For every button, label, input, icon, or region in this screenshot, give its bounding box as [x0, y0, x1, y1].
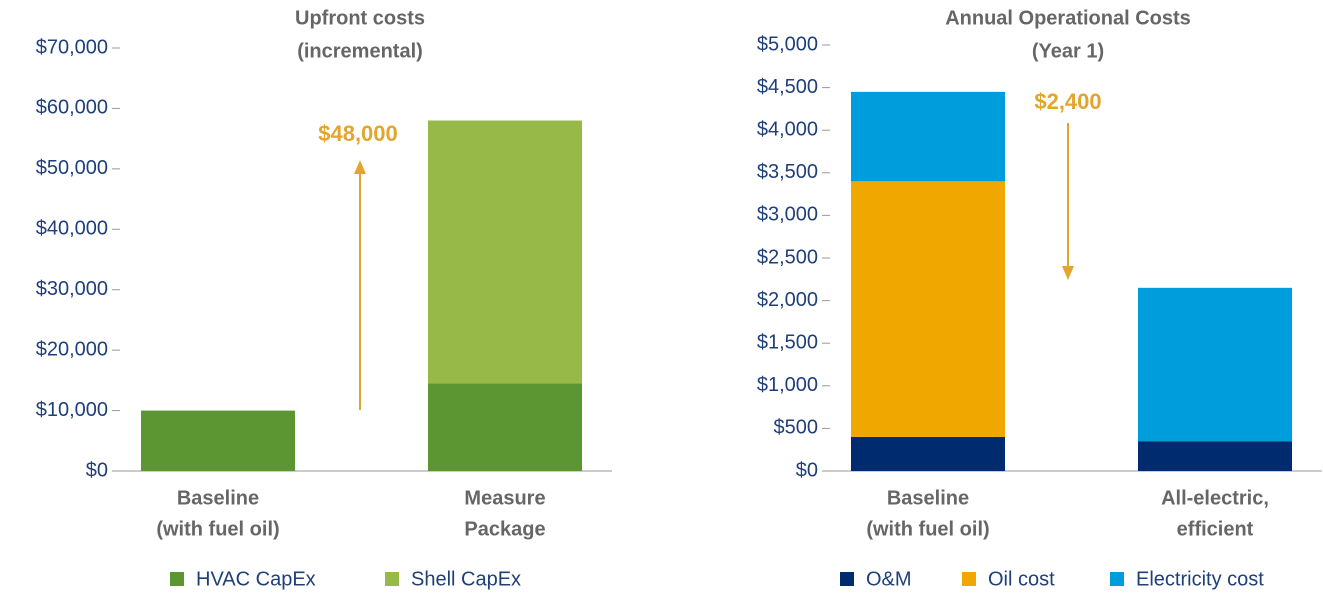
x-tick-label: efficient — [1177, 518, 1254, 540]
annotation: $2,400 — [1034, 89, 1101, 114]
y-tick-label: $60,000 — [36, 97, 108, 119]
y-tick-label: $5,000 — [757, 33, 818, 55]
y-tick-label: $1,500 — [757, 331, 818, 353]
y-tick-label: $4,000 — [757, 118, 818, 140]
chart-title: (Year 1) — [1032, 40, 1104, 62]
bar-segment — [1138, 441, 1292, 471]
annotation: $48,000 — [318, 121, 398, 146]
legend-swatch — [962, 572, 976, 586]
y-tick-label: $3,500 — [757, 161, 818, 183]
x-tick-label: Measure — [464, 487, 545, 509]
x-tick-label: Baseline — [177, 487, 259, 509]
chart-title: (incremental) — [297, 40, 423, 62]
bar-segment — [428, 383, 582, 471]
legend-swatch — [840, 572, 854, 586]
legend-swatch — [385, 572, 399, 586]
legend-label: O&M — [866, 568, 912, 590]
chart-title: Annual Operational Costs — [945, 7, 1191, 29]
x-tick-label: (with fuel oil) — [866, 518, 989, 540]
legend-label: Electricity cost — [1136, 568, 1264, 590]
y-tick-label: $3,000 — [757, 204, 818, 226]
y-tick-label: $4,500 — [757, 76, 818, 98]
legend-label: Shell CapEx — [411, 568, 521, 590]
legend-label: Oil cost — [988, 568, 1055, 590]
arrow-head — [354, 160, 366, 174]
arrow-head — [1062, 266, 1074, 280]
bar-segment — [851, 181, 1005, 437]
bar-segment — [141, 410, 295, 471]
bar-segment — [851, 436, 1005, 471]
legend-label: HVAC CapEx — [196, 568, 316, 590]
y-tick-label: $0 — [796, 459, 818, 481]
x-tick-label: Baseline — [887, 487, 969, 509]
bar-segment — [1138, 287, 1292, 442]
y-tick-label: $2,500 — [757, 246, 818, 268]
y-tick-label: $40,000 — [36, 218, 108, 240]
x-tick-label: Package — [464, 518, 545, 540]
bar-segment — [428, 120, 582, 384]
x-tick-label: All-electric, — [1161, 487, 1269, 509]
y-tick-label: $2,000 — [757, 289, 818, 311]
y-tick-label: $10,000 — [36, 399, 108, 421]
y-tick-label: $30,000 — [36, 278, 108, 300]
y-tick-label: $50,000 — [36, 157, 108, 179]
y-tick-label: $0 — [86, 459, 108, 481]
legend-swatch — [170, 572, 184, 586]
legend-swatch — [1110, 572, 1124, 586]
y-tick-label: $500 — [774, 417, 819, 439]
x-tick-label: (with fuel oil) — [156, 518, 279, 540]
bar-segment — [851, 91, 1005, 182]
y-tick-label: $20,000 — [36, 338, 108, 360]
y-tick-label: $1,000 — [757, 374, 818, 396]
y-tick-label: $70,000 — [36, 36, 108, 58]
chart-title: Upfront costs — [295, 7, 425, 29]
